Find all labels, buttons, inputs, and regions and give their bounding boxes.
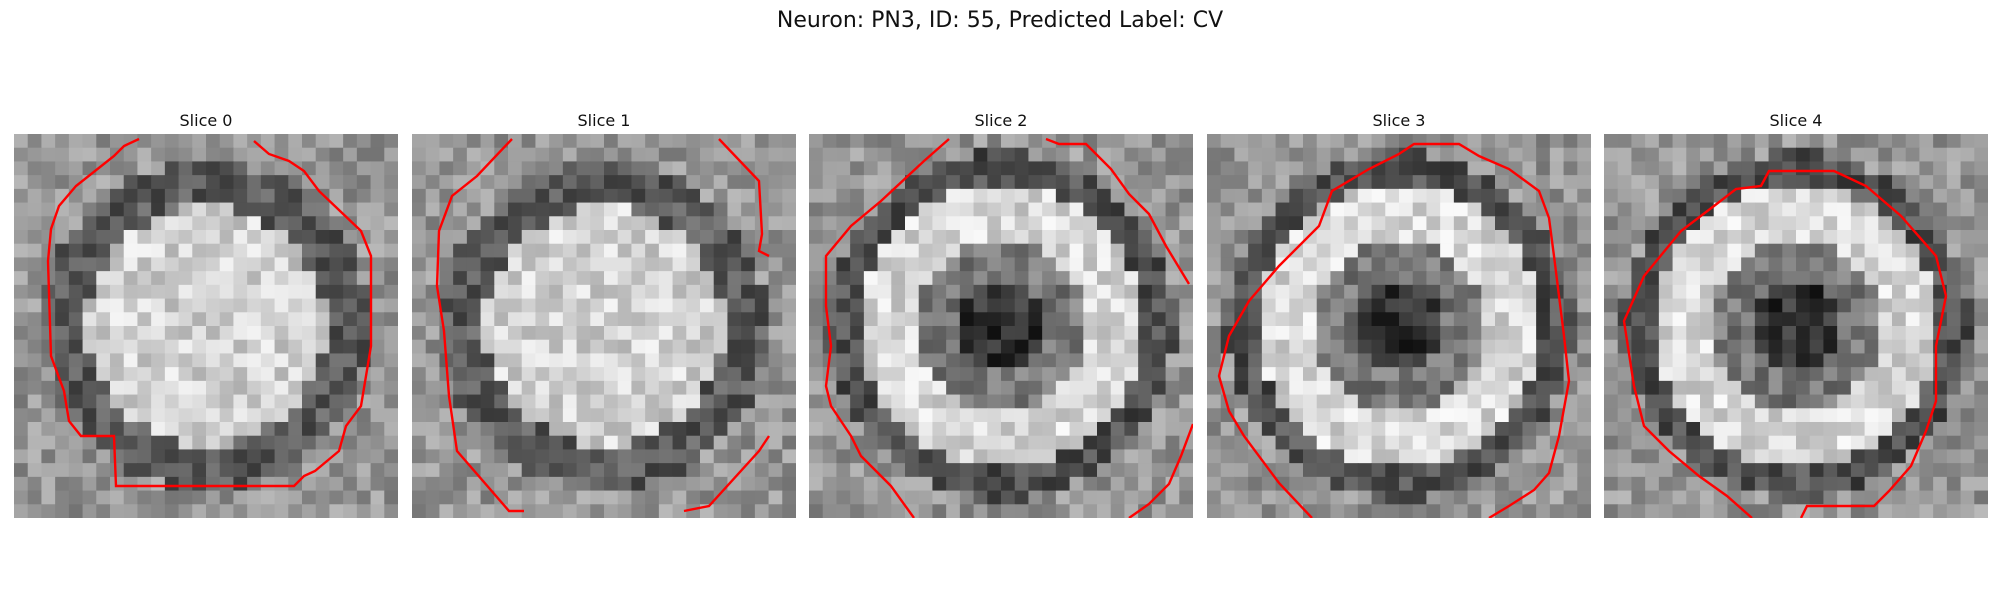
contour-line xyxy=(1622,169,1948,518)
contour-line xyxy=(1045,137,1191,285)
slice-image xyxy=(412,134,796,518)
slice-panel-3: Slice 3 xyxy=(1207,108,1591,518)
slice-image xyxy=(14,134,398,518)
contour-line xyxy=(46,137,373,488)
slice-panel-1: Slice 1 xyxy=(412,108,796,518)
slice-title: Slice 0 xyxy=(179,111,233,130)
contour-line xyxy=(1217,142,1571,518)
slice-panel-0: Slice 0 xyxy=(14,108,398,518)
slice-title: Slice 1 xyxy=(577,111,631,130)
contour-line xyxy=(683,435,770,513)
contour-line xyxy=(824,138,950,518)
figure-title: Neuron: PN3, ID: 55, Predicted Label: CV xyxy=(776,8,1224,33)
slice-image xyxy=(1604,134,1988,518)
slice-title: Slice 4 xyxy=(1769,111,1823,130)
contour-line xyxy=(718,138,770,258)
slice-image xyxy=(1207,134,1591,518)
slice-panel-2: Slice 2 xyxy=(809,108,1193,518)
slice-image xyxy=(809,134,1193,518)
slice-title: Slice 2 xyxy=(974,111,1028,130)
slice-panel-4: Slice 4 xyxy=(1604,108,1988,518)
contour-line xyxy=(435,138,524,513)
slice-title: Slice 3 xyxy=(1372,111,1426,130)
contour-line xyxy=(1128,423,1193,518)
